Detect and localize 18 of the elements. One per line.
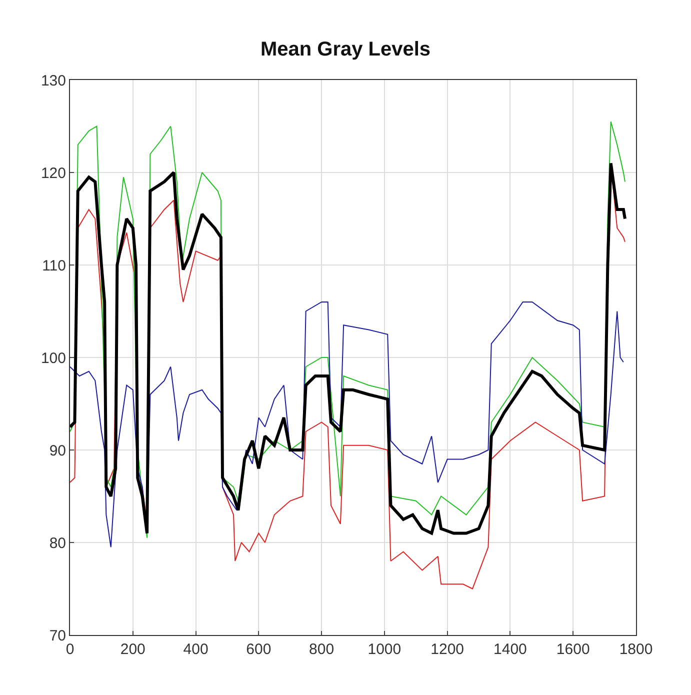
y-tick-label: 130 — [40, 72, 66, 90]
x-tick-label: 1200 — [430, 641, 464, 658]
x-tick-label: 400 — [183, 641, 208, 658]
x-tick-label: 1400 — [494, 641, 527, 658]
y-tick-label: 70 — [49, 627, 66, 644]
y-tick-label: 120 — [40, 164, 66, 182]
x-tick-label: 1800 — [619, 641, 653, 658]
x-tick-label: 1000 — [368, 641, 402, 658]
x-tick-label: 0 — [66, 641, 74, 658]
y-tick-label: 90 — [49, 442, 66, 460]
x-tick-label: 1600 — [556, 641, 590, 658]
y-tick-label: 80 — [49, 534, 66, 552]
x-tick-label: 200 — [120, 641, 146, 658]
y-tick-label: 110 — [42, 257, 66, 274]
x-tick-label: 600 — [246, 641, 272, 658]
chart-title: Mean Gray Levels — [260, 38, 431, 61]
y-tick-label: 100 — [40, 350, 66, 367]
x-tick-label: 800 — [309, 641, 334, 658]
